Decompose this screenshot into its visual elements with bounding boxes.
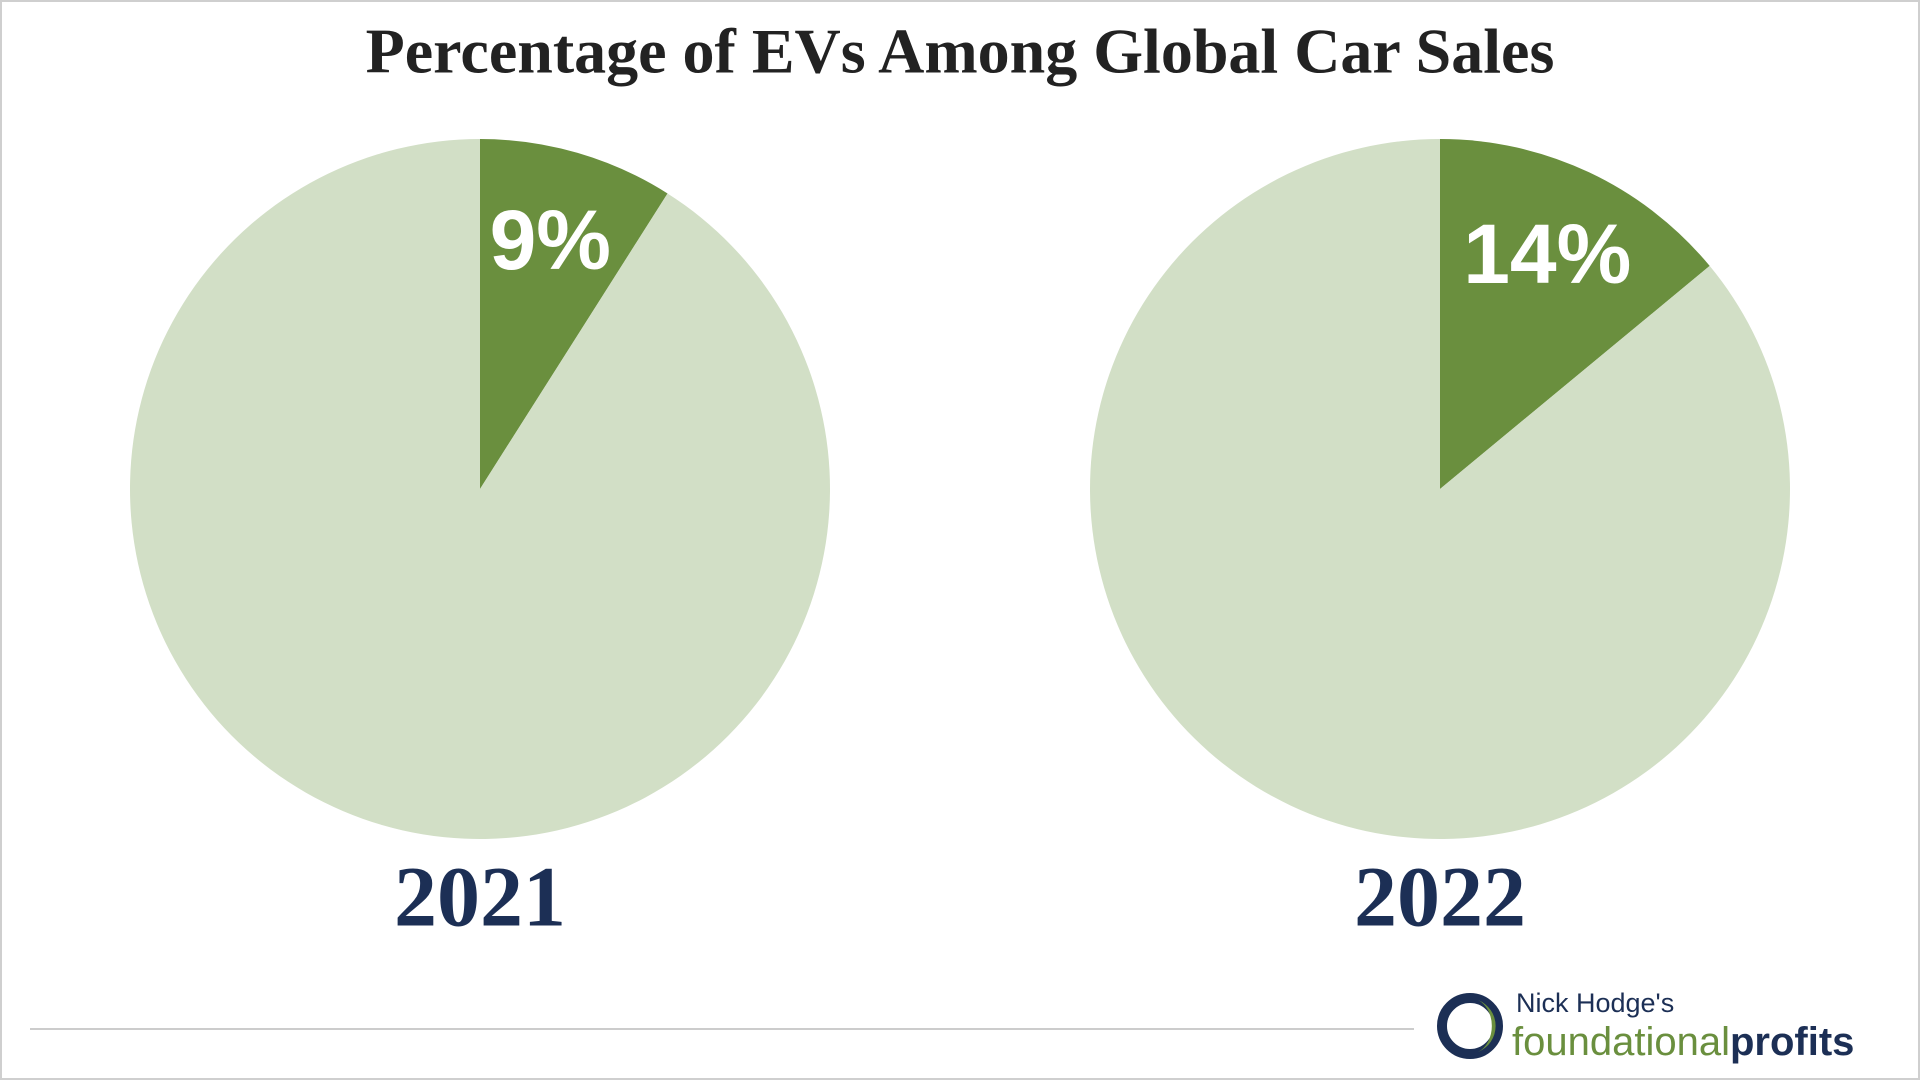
pie: 9% 2021 xyxy=(129,139,831,945)
data-label: 9% xyxy=(490,193,611,287)
logo-tagline: Nick Hodge's xyxy=(1516,988,1674,1018)
logo-crescent xyxy=(1478,1000,1496,1052)
logo-name-start: foundational xyxy=(1512,1020,1730,1064)
pie-title: 2021 xyxy=(394,849,566,945)
logo-ring xyxy=(1437,993,1503,1059)
pie-title: 2022 xyxy=(1354,849,1526,945)
data-label: 14% xyxy=(1463,207,1631,301)
chart-title: Percentage of EVs Among Global Car Sales xyxy=(366,16,1555,87)
logo-name: foundationalprofits xyxy=(1512,1020,1854,1064)
pie-slice xyxy=(129,139,831,839)
pie-slice xyxy=(480,139,668,489)
logo-name-end: profits xyxy=(1730,1020,1854,1064)
logo: Nick Hodge's foundationalprofits xyxy=(1437,988,1854,1064)
pie-slice xyxy=(1440,139,1710,489)
pie: 14% 2022 xyxy=(1090,139,1790,945)
pie-slice xyxy=(1090,139,1790,839)
